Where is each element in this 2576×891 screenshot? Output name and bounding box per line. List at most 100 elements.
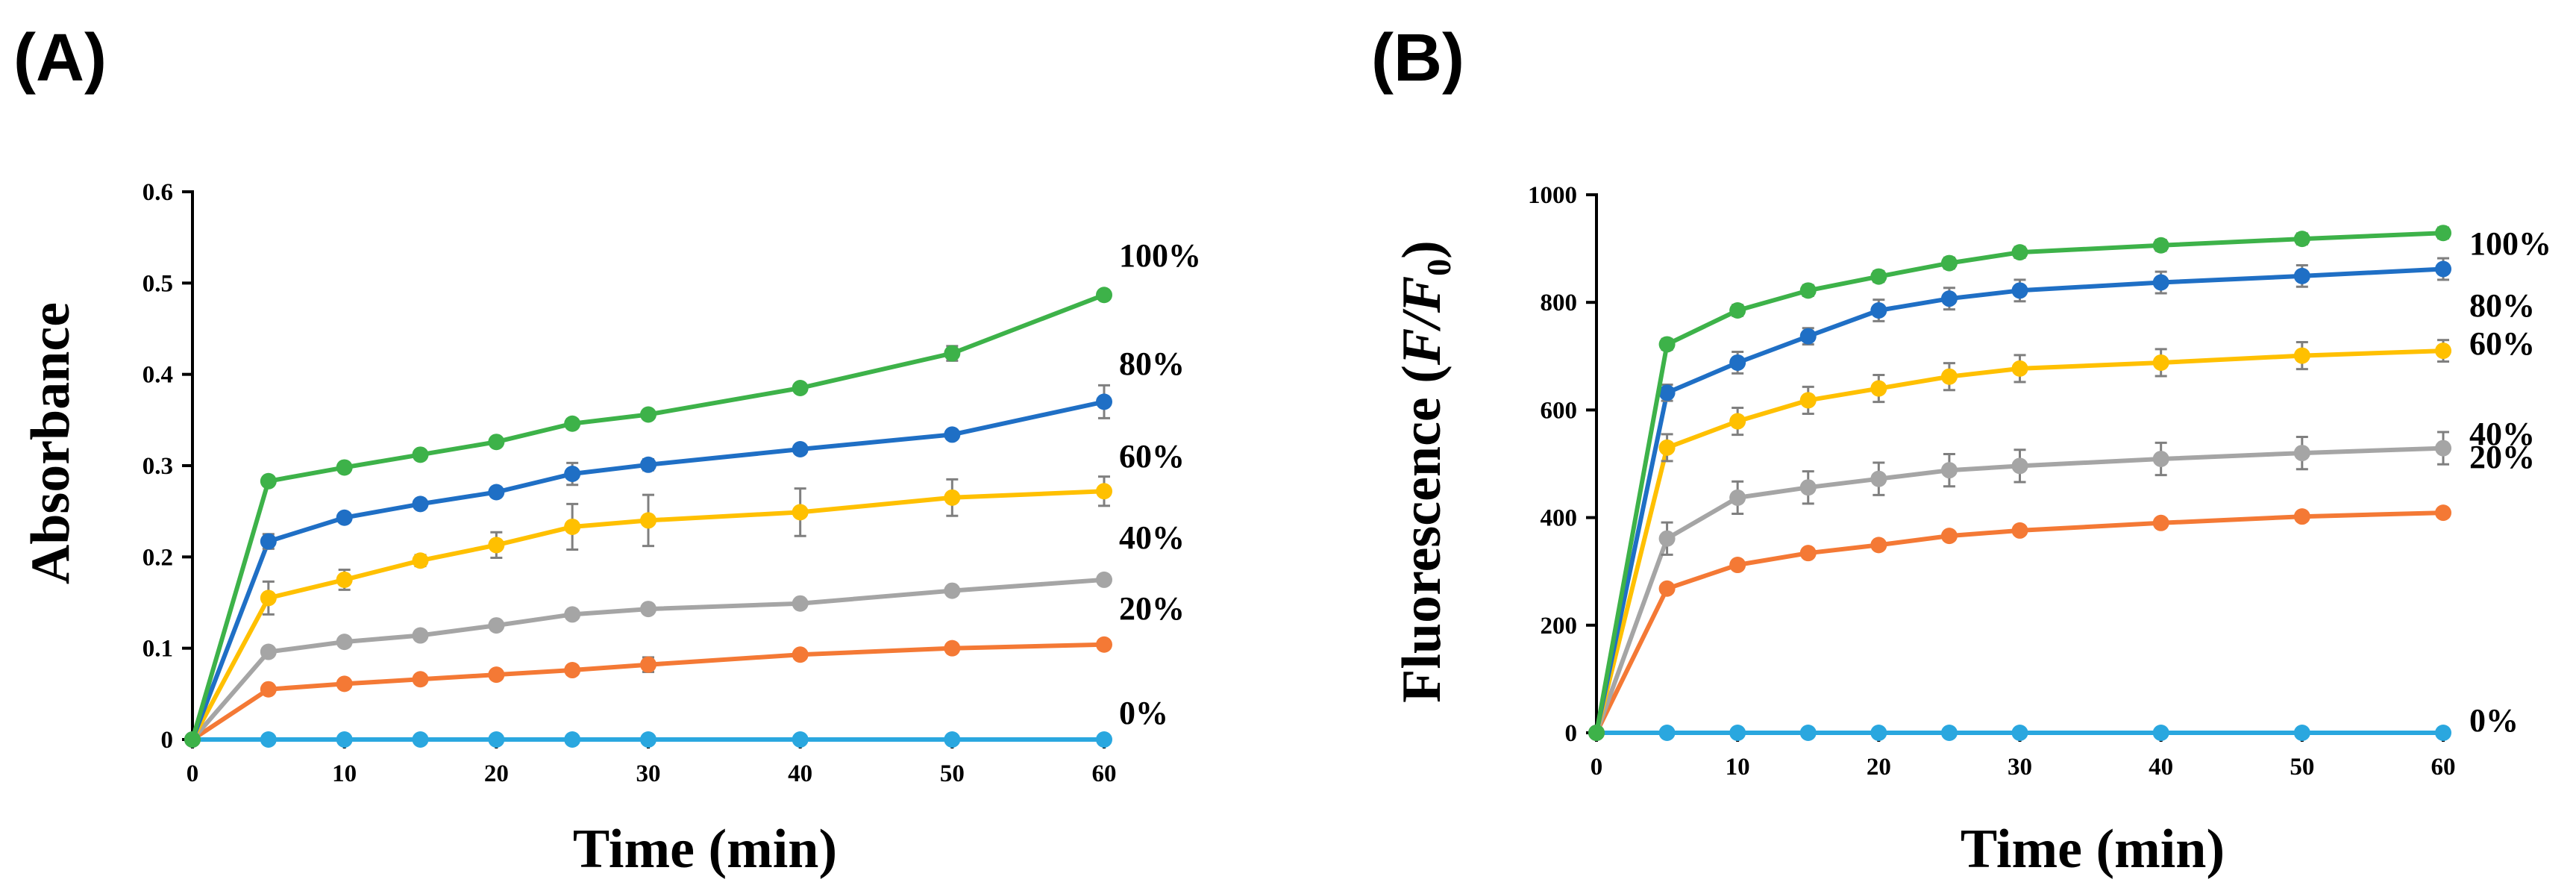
panel-a-data-point bbox=[944, 489, 961, 506]
panel-a-data-point bbox=[792, 731, 809, 748]
panel-a-data-point bbox=[488, 666, 505, 684]
panel-b-x-tick-label: 30 bbox=[2008, 754, 2032, 781]
panel-a-data-point bbox=[792, 504, 809, 521]
panel-b-data-point bbox=[2293, 231, 2310, 248]
panel-b: (B) Fluorescence (F/F0) Time (min) 02004… bbox=[1371, 21, 2551, 880]
panel-a-y-axis-title: Absorbance bbox=[20, 302, 81, 584]
panel-b-data-point bbox=[2011, 282, 2028, 299]
panel-a-series-line bbox=[190, 293, 1106, 740]
panel-b-series-60pct bbox=[1588, 339, 2451, 741]
panel-b-series-80pct bbox=[1588, 257, 2451, 741]
panel-a-data-point bbox=[488, 537, 505, 554]
panel-b-data-point bbox=[2011, 457, 2028, 475]
panel-b-data-point bbox=[2011, 522, 2028, 539]
panel-b-data-point bbox=[1799, 282, 1817, 299]
panel-b-data-point bbox=[1729, 557, 1746, 574]
panel-a-data-point bbox=[336, 509, 353, 526]
panel-b-data-point bbox=[2435, 260, 2451, 278]
panel-a-data-point bbox=[640, 456, 656, 473]
panel-b-data-point bbox=[2011, 360, 2028, 377]
panel-a-data-point bbox=[488, 434, 505, 451]
panel-b-data-point bbox=[1729, 725, 1746, 741]
panel-b-y-axis-title-main: Fluorescence ( bbox=[1391, 365, 1452, 703]
panel-a-series-label: 80% bbox=[1119, 346, 1185, 382]
panel-b-data-point bbox=[1658, 384, 1676, 401]
panel-b-x-tick-label: 10 bbox=[1726, 754, 1750, 781]
panel-a-data-point bbox=[564, 731, 581, 748]
panel-a-series-line bbox=[191, 642, 1105, 742]
panel-a-data-point bbox=[412, 627, 429, 644]
panel-b-data-point bbox=[2293, 445, 2310, 462]
panel-a-data-point bbox=[564, 606, 581, 623]
panel-b-x-axis-title: Time (min) bbox=[1961, 819, 2225, 880]
panel-a-x-tick-label: 60 bbox=[1092, 760, 1117, 787]
panel-a-series-100pct bbox=[184, 287, 1112, 748]
panel-b-series-line bbox=[1594, 446, 2444, 734]
panel-b-data-point bbox=[1870, 302, 1887, 319]
panel-b-data-point bbox=[1799, 545, 1817, 562]
panel-b-data-point bbox=[2435, 225, 2451, 242]
panel-b-data-point bbox=[2152, 725, 2169, 741]
panel-b-data-point bbox=[1799, 479, 1817, 496]
panel-b-label: (B) bbox=[1371, 21, 1464, 96]
panel-b-series-label: 100% bbox=[2469, 225, 2551, 262]
panel-a-data-point bbox=[944, 731, 961, 748]
panel-a-data-point bbox=[1096, 393, 1112, 410]
panel-a-series-0pct bbox=[184, 731, 1112, 748]
panel-b-data-point bbox=[1940, 290, 1958, 307]
panel-a-data-point bbox=[1096, 731, 1112, 748]
panel-b-series-label: 20% bbox=[2469, 439, 2535, 475]
panel-b-y-axis-title-subscript: 0 bbox=[1420, 259, 1458, 276]
panel-a-data-point bbox=[640, 512, 656, 529]
panel-a-data-point bbox=[260, 731, 277, 748]
panel-a-x-tick-label: 20 bbox=[484, 760, 509, 787]
panel-b-y-tick-label: 1000 bbox=[1528, 182, 1577, 209]
panel-a-series-20pct bbox=[184, 636, 1112, 748]
panel-b-data-point bbox=[1940, 462, 1958, 479]
panel-b-x-tick-label: 60 bbox=[2431, 754, 2456, 781]
panel-b-data-point bbox=[2293, 725, 2310, 741]
panel-b-data-point bbox=[2152, 274, 2169, 291]
panel-a-series-80pct bbox=[184, 384, 1112, 748]
panel-a-data-point bbox=[1096, 636, 1112, 653]
panel-b-data-point bbox=[1940, 254, 1958, 272]
panel-a-data-point bbox=[944, 426, 961, 443]
panel-a-data-point bbox=[488, 484, 505, 501]
panel-b-data-point bbox=[2011, 725, 2028, 741]
panel-b-plot: 0 200 400 600 800 1000 0 10 20 30 40 50 60 0% 20%40% 60… bbox=[1528, 182, 2551, 781]
panel-a-data-point bbox=[336, 571, 353, 588]
panel-b-y-tick-label: 800 bbox=[1541, 290, 1578, 316]
panel-a-y-tick-label: 0.6 bbox=[142, 179, 173, 206]
panel-a-data-point bbox=[564, 518, 581, 535]
panel-a-data-point bbox=[336, 675, 353, 693]
panel-b-data-point bbox=[1799, 392, 1817, 409]
panel-b-data-point bbox=[1870, 268, 1887, 285]
panel-a-series-label: 40% bbox=[1119, 519, 1185, 556]
panel-a-y-tick-label: 0.4 bbox=[142, 362, 173, 389]
panel-b-series-100pct bbox=[1588, 225, 2451, 741]
panel-a-data-point bbox=[412, 446, 429, 463]
panel-a-y-tick-label: 0 bbox=[161, 727, 174, 754]
panel-b-data-point bbox=[1658, 439, 1676, 456]
panel-b-series-line bbox=[1594, 348, 2444, 734]
panel-a-data-point bbox=[488, 617, 505, 634]
panel-a-x-tick-label: 50 bbox=[940, 760, 965, 787]
panel-a-data-point bbox=[488, 731, 505, 748]
panel-a-x-tick-label: 40 bbox=[788, 760, 812, 787]
panel-a-data-point bbox=[640, 601, 656, 618]
panel-a-data-point bbox=[564, 466, 581, 483]
panel-b-data-point bbox=[1729, 489, 1746, 506]
panel-b-y-axis-title-close: ) bbox=[1391, 240, 1452, 259]
panel-a-data-point bbox=[260, 681, 277, 698]
panel-a-data-point bbox=[336, 459, 353, 476]
panel-a-plot: 0 0.1 0.2 0.3 0.4 0.5 0.6 0 10 20 30 40 50 60 0% 20% 40%… bbox=[142, 179, 1201, 787]
panel-b-series-line bbox=[1594, 510, 2444, 734]
panel-a-data-point bbox=[412, 731, 429, 748]
panel-b-series-label: 0% bbox=[2469, 702, 2519, 739]
panel-a-series-label: 100% bbox=[1119, 237, 1201, 274]
panel-b-data-point bbox=[1799, 328, 1817, 345]
panel-b-data-point bbox=[1870, 470, 1887, 487]
panel-a-x-axis-title: Time (min) bbox=[573, 819, 837, 880]
panel-a-data-point bbox=[260, 533, 277, 550]
